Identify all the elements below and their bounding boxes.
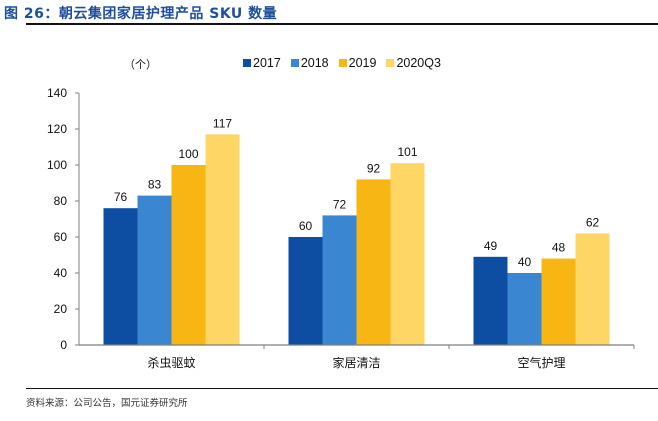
data-label: 49 <box>484 239 498 253</box>
legend-item: 2020Q3 <box>386 56 441 70</box>
x-tick-label: 家居清洁 <box>332 355 380 370</box>
title-divider <box>26 23 658 25</box>
y-tick-label: 60 <box>54 230 68 244</box>
legend-item: 2018 <box>290 56 329 70</box>
bar <box>171 165 206 345</box>
y-tick-label: 120 <box>47 122 67 136</box>
y-tick-label: 0 <box>60 338 67 352</box>
legend-swatch <box>290 59 299 67</box>
bar <box>390 163 425 345</box>
data-label: 62 <box>586 215 600 229</box>
y-unit-label: （个） <box>124 58 157 71</box>
bar <box>507 273 542 345</box>
source-divider <box>26 388 658 389</box>
legend-label: 2018 <box>300 56 329 70</box>
bar <box>322 215 357 345</box>
bar <box>103 208 138 345</box>
chart-legend: 2017 2018 2019 2020Q3 <box>243 56 441 70</box>
bar <box>473 256 508 345</box>
legend-swatch <box>338 59 347 67</box>
bar <box>356 179 391 345</box>
x-tick-label: 空气护理 <box>517 355 565 370</box>
y-tick-label: 40 <box>54 266 68 280</box>
legend-label: 2017 <box>253 56 281 70</box>
bar <box>288 237 323 345</box>
data-label: 101 <box>397 145 417 159</box>
legend-item: 2017 <box>243 56 281 70</box>
bar <box>575 233 610 345</box>
data-label: 40 <box>518 255 532 269</box>
bar <box>541 258 576 345</box>
data-label: 92 <box>367 161 381 175</box>
data-label: 100 <box>178 147 198 161</box>
data-label: 76 <box>114 190 128 204</box>
legend-item: 2019 <box>338 56 377 70</box>
y-tick-label: 140 <box>47 86 67 100</box>
legend-swatch <box>243 59 251 67</box>
data-label: 83 <box>148 178 162 192</box>
legend-swatch <box>386 59 395 67</box>
data-label: 72 <box>333 197 347 211</box>
y-tick-label: 20 <box>54 302 68 316</box>
y-tick-label: 100 <box>47 158 67 172</box>
x-tick-label: 杀虫驱蚊 <box>147 355 195 370</box>
bar <box>137 195 172 345</box>
data-label: 117 <box>213 116 232 130</box>
data-label: 48 <box>552 241 566 255</box>
data-label: 60 <box>299 219 313 233</box>
y-tick-label: 80 <box>54 194 68 208</box>
legend-label: 2019 <box>348 56 377 70</box>
source-note: 资料来源：公司公告，国元证券研究所 <box>26 398 188 409</box>
bar <box>205 134 240 345</box>
legend-label: 2020Q3 <box>396 56 441 70</box>
figure-title: 图 26：朝云集团家居护理产品 SKU 数量 <box>4 6 278 22</box>
